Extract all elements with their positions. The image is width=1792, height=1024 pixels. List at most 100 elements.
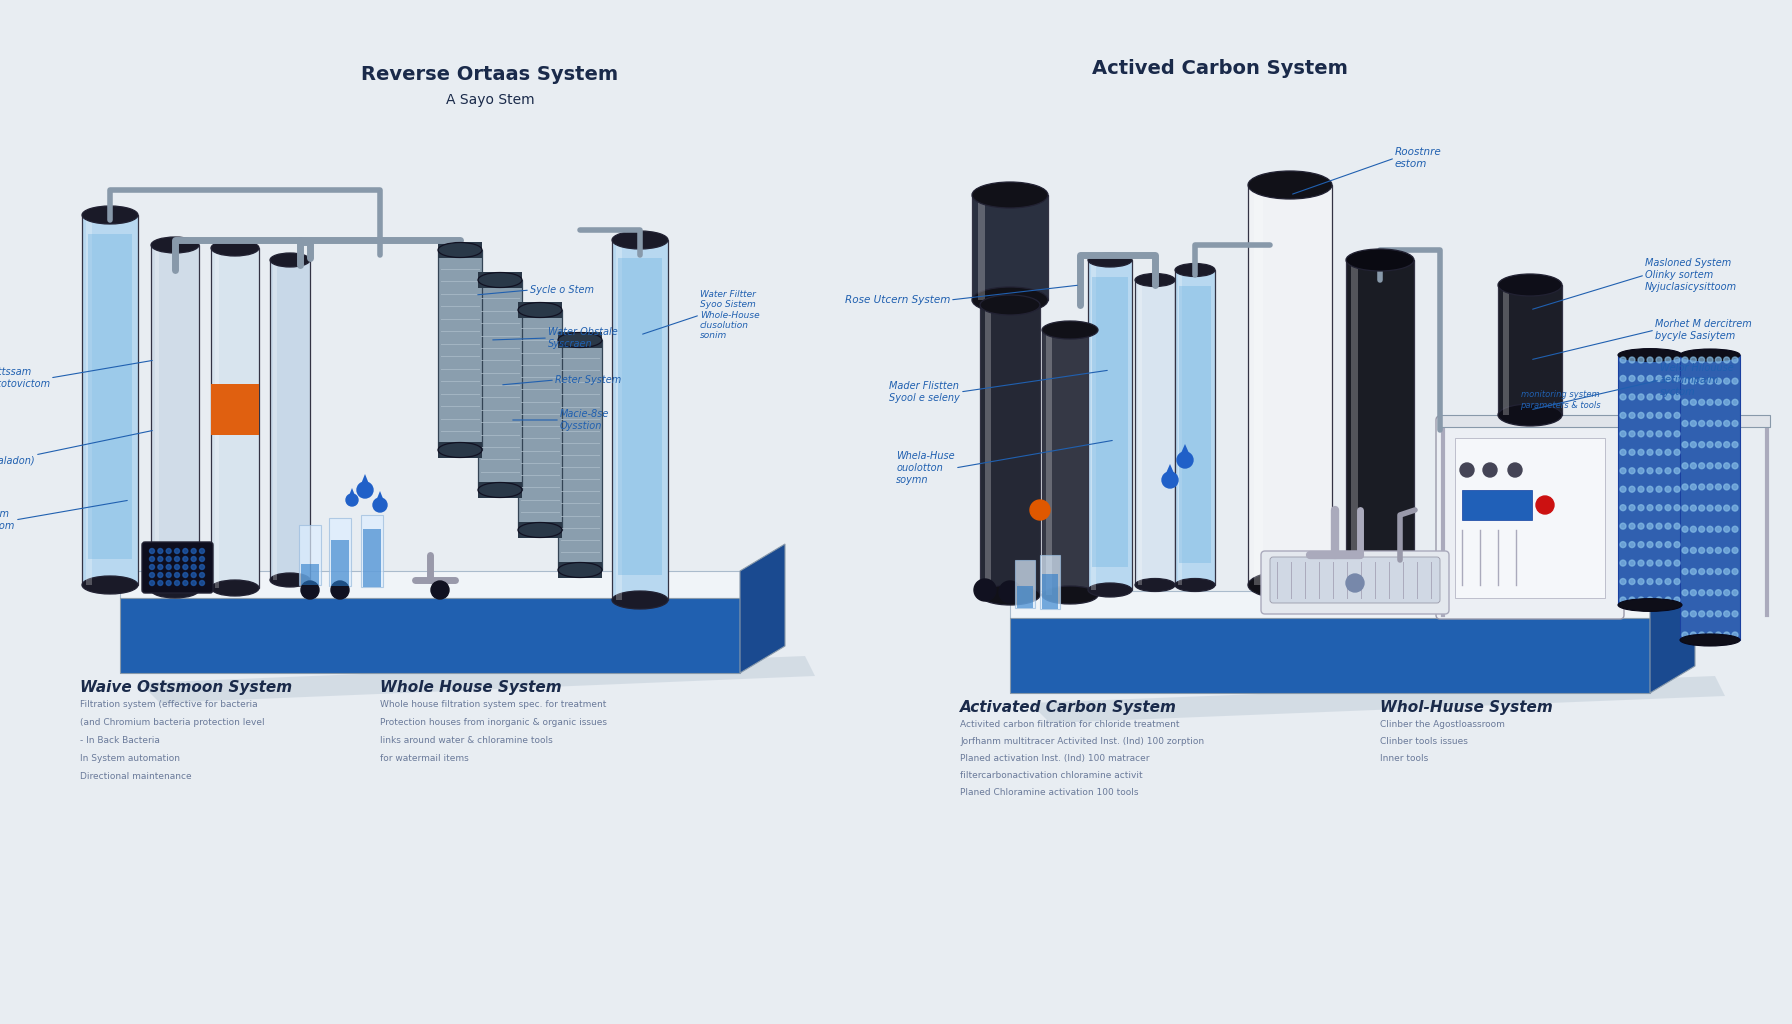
Bar xyxy=(330,518,351,586)
Circle shape xyxy=(1674,542,1681,548)
Bar xyxy=(557,562,602,578)
Circle shape xyxy=(1665,560,1670,566)
Ellipse shape xyxy=(1346,249,1414,271)
Circle shape xyxy=(1683,632,1688,638)
Circle shape xyxy=(1620,523,1625,529)
Polygon shape xyxy=(1177,444,1192,460)
Ellipse shape xyxy=(1681,634,1740,646)
Text: Reter System: Reter System xyxy=(556,375,622,385)
Circle shape xyxy=(192,572,195,578)
Bar xyxy=(364,529,382,587)
Circle shape xyxy=(1638,560,1643,566)
Ellipse shape xyxy=(971,287,1048,313)
Circle shape xyxy=(1708,568,1713,574)
Circle shape xyxy=(1708,590,1713,596)
Circle shape xyxy=(1699,441,1704,447)
Circle shape xyxy=(192,581,195,586)
Text: Jorfhanm multitracer Activited Inst. (Ind) 100 zorption: Jorfhanm multitracer Activited Inst. (In… xyxy=(961,737,1204,746)
Circle shape xyxy=(1683,421,1688,426)
Circle shape xyxy=(1699,611,1704,616)
Bar xyxy=(1177,270,1183,585)
Ellipse shape xyxy=(271,253,310,267)
Circle shape xyxy=(1690,441,1697,447)
Text: Water Obstale
Syscraen: Water Obstale Syscraen xyxy=(548,328,618,349)
Bar xyxy=(518,302,563,318)
Text: Flearls-im
Aticgidrom: Flearls-im Aticgidrom xyxy=(0,509,14,530)
Ellipse shape xyxy=(1346,569,1414,591)
Circle shape xyxy=(1647,505,1652,511)
Circle shape xyxy=(199,564,204,569)
Circle shape xyxy=(1665,431,1670,437)
Circle shape xyxy=(199,549,204,554)
Circle shape xyxy=(1629,376,1634,382)
Ellipse shape xyxy=(1247,571,1331,599)
Circle shape xyxy=(1708,378,1713,384)
Bar xyxy=(1462,490,1532,520)
Circle shape xyxy=(1699,484,1704,489)
Bar xyxy=(1041,573,1057,609)
Circle shape xyxy=(183,581,188,586)
Circle shape xyxy=(1733,484,1738,489)
Circle shape xyxy=(1647,579,1652,585)
Circle shape xyxy=(1656,431,1661,437)
Text: A Sayo Stem: A Sayo Stem xyxy=(446,93,534,106)
Circle shape xyxy=(1708,463,1713,469)
Circle shape xyxy=(1724,399,1729,406)
Circle shape xyxy=(1683,590,1688,596)
Circle shape xyxy=(1629,542,1634,548)
Ellipse shape xyxy=(151,582,199,598)
Circle shape xyxy=(1647,560,1652,566)
Circle shape xyxy=(1638,394,1643,400)
Circle shape xyxy=(1724,505,1729,511)
Ellipse shape xyxy=(1088,583,1133,597)
Circle shape xyxy=(1620,542,1625,548)
Circle shape xyxy=(1620,579,1625,585)
Polygon shape xyxy=(1011,591,1650,618)
Polygon shape xyxy=(1650,564,1695,693)
Circle shape xyxy=(1690,484,1697,489)
Bar xyxy=(1179,286,1211,563)
Polygon shape xyxy=(358,474,371,490)
Text: In System automation: In System automation xyxy=(81,754,179,763)
Circle shape xyxy=(1690,568,1697,574)
Circle shape xyxy=(373,498,387,512)
Bar xyxy=(557,332,602,348)
Circle shape xyxy=(1647,413,1652,419)
Ellipse shape xyxy=(1681,349,1740,361)
Bar xyxy=(437,442,482,458)
Circle shape xyxy=(1699,378,1704,384)
Ellipse shape xyxy=(1176,263,1215,276)
Text: Directional maintenance: Directional maintenance xyxy=(81,772,192,781)
Circle shape xyxy=(167,572,172,578)
Text: Roostnre
estom: Roostnre estom xyxy=(1394,147,1443,169)
Circle shape xyxy=(1683,526,1688,532)
Circle shape xyxy=(1620,597,1625,603)
Text: Planed activation Inst. (Ind) 100 matracer: Planed activation Inst. (Ind) 100 matrac… xyxy=(961,754,1149,763)
Ellipse shape xyxy=(1041,321,1098,339)
Circle shape xyxy=(1708,441,1713,447)
Circle shape xyxy=(1674,468,1681,474)
Circle shape xyxy=(1656,376,1661,382)
FancyBboxPatch shape xyxy=(1262,551,1450,614)
Circle shape xyxy=(1724,463,1729,469)
Bar xyxy=(1351,260,1358,580)
Polygon shape xyxy=(1030,676,1726,723)
Text: Activited carbon filtration for chloride treatment: Activited carbon filtration for chloride… xyxy=(961,720,1179,729)
Circle shape xyxy=(1715,463,1722,469)
Text: links around water & chloramine tools: links around water & chloramine tools xyxy=(380,736,552,745)
Circle shape xyxy=(174,564,179,569)
Circle shape xyxy=(1724,421,1729,426)
Ellipse shape xyxy=(557,333,602,347)
Circle shape xyxy=(1620,413,1625,419)
Circle shape xyxy=(1683,378,1688,384)
Circle shape xyxy=(1724,548,1729,553)
Ellipse shape xyxy=(478,272,521,288)
Circle shape xyxy=(432,581,450,599)
Circle shape xyxy=(1724,357,1729,362)
Circle shape xyxy=(1620,450,1625,456)
Circle shape xyxy=(174,549,179,554)
Ellipse shape xyxy=(211,580,260,596)
Circle shape xyxy=(149,581,154,586)
Circle shape xyxy=(998,581,1021,603)
Circle shape xyxy=(167,581,172,586)
